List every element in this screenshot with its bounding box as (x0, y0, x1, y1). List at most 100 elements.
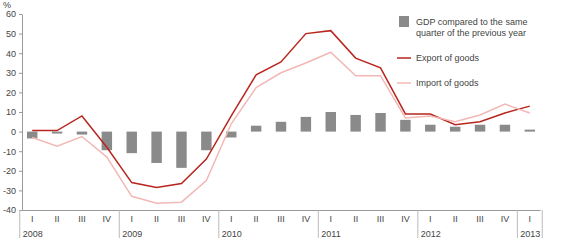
x-tick-label: IV (501, 214, 510, 224)
chart: -40-30-20-100102030405060%IIIIIIIVIIIIII… (0, 0, 575, 240)
legend-swatch (397, 82, 411, 84)
legend: GDP compared to the samequarter of the p… (397, 16, 527, 88)
x-tick: III (78, 214, 86, 224)
y-tick: 30 (6, 68, 22, 78)
x-tick-label: I (230, 214, 233, 224)
legend-swatch (397, 57, 411, 59)
year-separator (218, 210, 219, 238)
x-tick-label: III (78, 214, 86, 224)
bar (475, 125, 485, 132)
x-axis: IIIIIIIVIIIIIIIVIIIIIIIVIIIIIIIVIIIIIIIV… (23, 211, 541, 225)
year-separator (542, 210, 543, 238)
x-tick: III (277, 214, 285, 224)
y-tick: 60 (6, 9, 22, 19)
y-tick-label: 10 (6, 107, 16, 117)
y-tick-mark (19, 92, 22, 93)
x-tick: IV (103, 214, 112, 224)
y-tick-mark (19, 14, 22, 15)
bar (251, 126, 261, 132)
bar (525, 130, 535, 132)
y-tick-mark (19, 171, 22, 172)
x-tick-label: IV (401, 214, 410, 224)
y-tick: -10 (3, 147, 22, 157)
bar (375, 113, 385, 132)
y-tick-label: 30 (6, 68, 16, 78)
x-tick: II (154, 214, 159, 224)
y-tick: 20 (6, 88, 22, 98)
x-tick: IV (302, 214, 311, 224)
y-tick-mark (19, 53, 22, 54)
x-tick: I (31, 214, 34, 224)
x-tick: I (230, 214, 233, 224)
x-tick: II (353, 214, 358, 224)
x-tick-label: I (31, 214, 34, 224)
bar (425, 125, 435, 132)
year-label: 2011 (321, 229, 340, 239)
x-tick-label: III (277, 214, 285, 224)
y-tick-mark (19, 112, 22, 113)
bar (201, 132, 211, 151)
x-tick-label: II (55, 214, 60, 224)
y-tick-label: -10 (3, 147, 16, 157)
bar (350, 115, 360, 132)
x-tick-label: II (254, 214, 259, 224)
bar (450, 127, 460, 132)
x-tick-label: III (377, 214, 385, 224)
x-tick-label: I (429, 214, 432, 224)
y-tick-mark (19, 151, 22, 152)
y-tick-mark (19, 132, 22, 133)
x-tick: IV (202, 214, 211, 224)
year-separator (318, 210, 319, 238)
bar (151, 132, 161, 163)
legend-swatch (399, 16, 409, 27)
year-label: 2008 (23, 229, 43, 239)
year-label: 2012 (421, 229, 441, 239)
y-tick: 40 (6, 49, 22, 59)
y-axis: -40-30-20-100102030405060 (3, 9, 23, 215)
x-tick-label: II (353, 214, 358, 224)
bar (77, 132, 87, 135)
y-tick: -40 (3, 205, 22, 215)
legend-label: Import of goods (416, 78, 479, 88)
y-tick: 50 (6, 29, 22, 39)
year-label: 2009 (122, 229, 142, 239)
y-tick: 10 (6, 107, 22, 117)
x-tick: II (254, 214, 259, 224)
year-label: 2013 (520, 229, 540, 239)
bar (52, 132, 62, 134)
year-groups: 2008 2009 2010 2011 2012 2013 (20, 210, 542, 239)
y-tick-label: -30 (3, 186, 16, 196)
x-tick-label: II (453, 214, 458, 224)
year-separator (119, 210, 120, 238)
x-tick-label: II (154, 214, 159, 224)
x-tick-label: III (178, 214, 186, 224)
y-tick-label: -40 (3, 205, 16, 215)
y-axis-line (22, 15, 23, 211)
x-tick-label: I (529, 214, 532, 224)
y-tick-mark (19, 190, 22, 191)
y-tick-mark (19, 73, 22, 74)
legend-label: GDP compared to the samequarter of the p… (416, 17, 527, 38)
x-tick: I (529, 214, 532, 224)
plot-area (27, 31, 535, 203)
year-separator (19, 210, 20, 238)
x-tick-label: III (476, 214, 484, 224)
x-tick-label: IV (202, 214, 211, 224)
bar (276, 122, 286, 132)
x-tick: III (476, 214, 484, 224)
year-label: 2010 (222, 229, 242, 239)
y-tick-mark (19, 34, 22, 35)
y-tick-label: 40 (6, 49, 16, 59)
x-tick: I (130, 214, 133, 224)
y-tick-label: 20 (6, 88, 16, 98)
y-tick-label: -20 (3, 166, 16, 176)
line (32, 31, 530, 188)
bar (176, 132, 186, 168)
bar (400, 120, 410, 132)
x-tick-label: IV (103, 214, 112, 224)
x-tick: III (178, 214, 186, 224)
y-tick-label: 60 (6, 9, 16, 19)
x-tick-label: I (330, 214, 333, 224)
x-tick: III (377, 214, 385, 224)
x-tick: II (453, 214, 458, 224)
